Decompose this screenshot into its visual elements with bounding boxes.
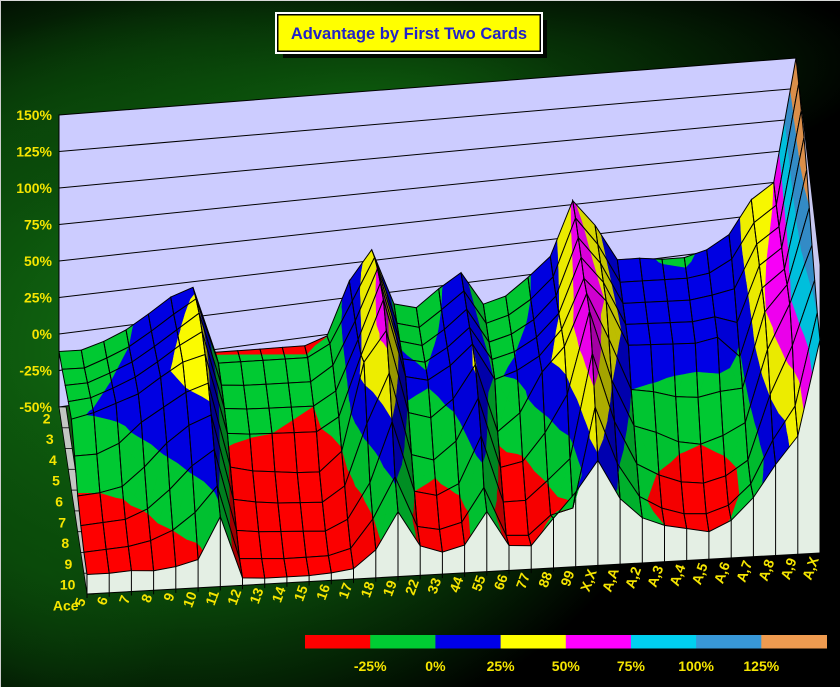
svg-text:44: 44 [446,574,466,594]
svg-text:A,4: A,4 [666,562,689,588]
svg-text:25%: 25% [24,290,53,306]
svg-text:A,2: A,2 [622,564,645,590]
svg-text:75%: 75% [24,217,53,233]
svg-text:10: 10 [60,577,76,593]
svg-text:55: 55 [468,573,488,593]
svg-text:77: 77 [513,571,533,591]
svg-text:13: 13 [246,585,266,605]
svg-text:11: 11 [202,588,222,608]
svg-text:150%: 150% [16,107,52,123]
svg-text:9: 9 [65,556,73,572]
svg-text:Ace: Ace [53,597,79,613]
svg-text:88: 88 [535,569,555,589]
svg-text:8: 8 [61,535,69,551]
svg-text:99: 99 [557,568,577,588]
svg-text:100%: 100% [678,658,714,674]
svg-text:12: 12 [224,587,244,607]
svg-text:25%: 25% [487,658,516,674]
svg-text:2: 2 [43,410,51,426]
svg-text:Advantage by First Two Cards: Advantage by First Two Cards [291,25,527,43]
svg-text:-50%: -50% [19,399,52,415]
svg-text:A,3: A,3 [644,563,667,589]
svg-text:6: 6 [55,494,63,510]
svg-text:66: 66 [490,572,510,592]
svg-text:16: 16 [313,582,333,602]
svg-text:19: 19 [379,578,399,598]
svg-text:X,X: X,X [577,566,600,593]
svg-text:125%: 125% [16,144,52,160]
svg-text:0%: 0% [425,658,446,674]
svg-text:50%: 50% [24,253,53,269]
svg-text:A,X: A,X [799,554,822,582]
svg-text:50%: 50% [552,658,581,674]
svg-text:A,8: A,8 [755,557,778,583]
svg-text:A,5: A,5 [688,561,711,587]
svg-text:33: 33 [424,575,444,595]
svg-text:100%: 100% [16,180,52,196]
svg-text:A,9: A,9 [777,556,800,582]
svg-text:18: 18 [357,579,377,599]
svg-text:17: 17 [335,580,355,600]
svg-text:A,A: A,A [599,566,622,594]
svg-text:-25%: -25% [19,363,52,379]
svg-text:A,6: A,6 [711,559,734,585]
svg-text:5: 5 [52,473,60,489]
svg-text:10: 10 [180,589,200,609]
svg-text:3: 3 [46,431,54,447]
svg-text:4: 4 [49,452,57,468]
svg-text:15: 15 [291,583,311,603]
svg-text:22: 22 [402,577,422,597]
svg-text:75%: 75% [617,658,646,674]
svg-text:-25%: -25% [354,658,387,674]
svg-text:7: 7 [58,514,66,530]
svg-text:0%: 0% [32,326,53,342]
svg-text:A,7: A,7 [733,558,756,584]
svg-text:125%: 125% [743,658,779,674]
svg-text:14: 14 [268,584,288,604]
